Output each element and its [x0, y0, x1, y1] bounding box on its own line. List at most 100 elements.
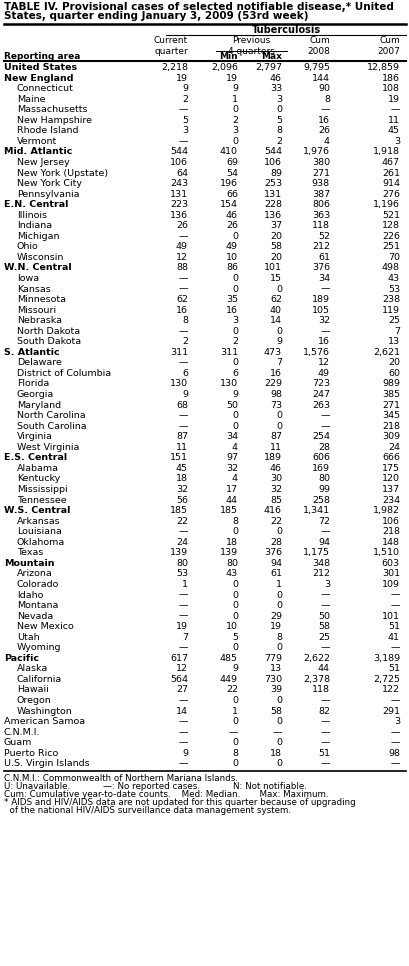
Text: 387: 387: [311, 189, 329, 199]
Text: 33: 33: [269, 84, 281, 93]
Text: 806: 806: [311, 200, 329, 210]
Text: 86: 86: [225, 264, 237, 272]
Text: 3: 3: [323, 580, 329, 589]
Text: 87: 87: [270, 432, 281, 441]
Text: 53: 53: [387, 285, 399, 294]
Text: 6: 6: [231, 369, 237, 378]
Text: 666: 666: [381, 453, 399, 463]
Text: 61: 61: [317, 253, 329, 262]
Text: 212: 212: [311, 569, 329, 579]
Text: 90: 90: [317, 84, 329, 93]
Text: —: —: [320, 590, 329, 600]
Text: Mid. Atlantic: Mid. Atlantic: [4, 148, 72, 156]
Text: Texas: Texas: [17, 549, 43, 557]
Text: 73: 73: [269, 401, 281, 410]
Text: 185: 185: [170, 506, 188, 515]
Text: 12,859: 12,859: [366, 63, 399, 72]
Text: 131: 131: [169, 189, 188, 199]
Text: 69: 69: [225, 158, 237, 167]
Text: Rhode Island: Rhode Island: [17, 127, 78, 135]
Text: 3,189: 3,189: [372, 654, 399, 663]
Text: C.N.M.I.: Commonwealth of Northern Mariana Islands.: C.N.M.I.: Commonwealth of Northern Maria…: [4, 774, 237, 782]
Text: —: —: [178, 527, 188, 536]
Text: 8: 8: [182, 316, 188, 326]
Text: 16: 16: [175, 305, 188, 315]
Text: 0: 0: [231, 422, 237, 431]
Text: 5: 5: [231, 633, 237, 641]
Text: 544: 544: [263, 148, 281, 156]
Text: 120: 120: [381, 474, 399, 483]
Text: Puerto Rico: Puerto Rico: [4, 749, 58, 757]
Text: 25: 25: [317, 633, 329, 641]
Text: 449: 449: [220, 675, 237, 684]
Text: Wisconsin: Wisconsin: [17, 253, 64, 262]
Text: 0: 0: [231, 105, 237, 114]
Text: 15: 15: [270, 274, 281, 283]
Text: 8: 8: [275, 127, 281, 135]
Text: 32: 32: [317, 316, 329, 326]
Text: 32: 32: [175, 485, 188, 494]
Text: —: —: [389, 738, 399, 747]
Text: 238: 238: [381, 295, 399, 304]
Text: 989: 989: [381, 380, 399, 388]
Text: —: —: [389, 105, 399, 114]
Text: 28: 28: [317, 442, 329, 452]
Text: 52: 52: [317, 232, 329, 241]
Text: 186: 186: [381, 73, 399, 82]
Text: District of Columbia: District of Columbia: [17, 369, 111, 378]
Text: Florida: Florida: [17, 380, 49, 388]
Text: 2,797: 2,797: [254, 63, 281, 72]
Text: 564: 564: [170, 675, 188, 684]
Text: 19: 19: [175, 622, 188, 631]
Text: New York (Upstate): New York (Upstate): [17, 168, 108, 178]
Text: Kentucky: Kentucky: [17, 474, 60, 483]
Text: 22: 22: [175, 517, 188, 526]
Text: 467: 467: [381, 158, 399, 167]
Text: * AIDS and HIV/AIDS data are not updated for this quarter because of upgrading: * AIDS and HIV/AIDS data are not updated…: [4, 798, 355, 807]
Text: Guam: Guam: [4, 738, 32, 747]
Text: South Carolina: South Carolina: [17, 422, 86, 431]
Text: American Samoa: American Samoa: [4, 717, 85, 726]
Text: 4: 4: [231, 474, 237, 483]
Text: 106: 106: [381, 517, 399, 526]
Text: 2: 2: [275, 137, 281, 146]
Text: U.S. Virgin Islands: U.S. Virgin Islands: [4, 759, 90, 768]
Text: Vermont: Vermont: [17, 137, 57, 146]
Text: 1,196: 1,196: [372, 200, 399, 210]
Text: 271: 271: [381, 401, 399, 410]
Text: 9: 9: [231, 390, 237, 399]
Text: New Hampshire: New Hampshire: [17, 116, 92, 125]
Text: 5: 5: [275, 116, 281, 125]
Text: 0: 0: [231, 137, 237, 146]
Text: 144: 144: [311, 73, 329, 82]
Text: 521: 521: [381, 211, 399, 219]
Text: 106: 106: [263, 158, 281, 167]
Text: —: —: [178, 696, 188, 705]
Text: Montana: Montana: [17, 601, 58, 611]
Text: 128: 128: [381, 221, 399, 230]
Text: 0: 0: [275, 105, 281, 114]
Text: 70: 70: [387, 253, 399, 262]
Text: 0: 0: [231, 590, 237, 600]
Text: Michigan: Michigan: [17, 232, 59, 241]
Text: 56: 56: [175, 496, 188, 504]
Text: 19: 19: [387, 95, 399, 103]
Text: 12: 12: [175, 253, 188, 262]
Text: Cum: Cumulative year-to-date counts.    Med: Median.       Max: Maximum.: Cum: Cumulative year-to-date counts. Med…: [4, 790, 328, 799]
Text: Alabama: Alabama: [17, 464, 59, 473]
Text: 18: 18: [270, 749, 281, 757]
Text: Cum
2008: Cum 2008: [306, 36, 329, 56]
Text: 11: 11: [175, 442, 188, 452]
Text: 253: 253: [263, 179, 281, 188]
Text: 20: 20: [270, 253, 281, 262]
Text: 2,621: 2,621: [372, 348, 399, 356]
Text: 2,622: 2,622: [302, 654, 329, 663]
Text: 39: 39: [269, 686, 281, 695]
Text: Max: Max: [261, 52, 281, 61]
Text: 44: 44: [317, 665, 329, 673]
Text: —: —: [320, 696, 329, 705]
Text: —: —: [178, 137, 188, 146]
Text: 24: 24: [387, 442, 399, 452]
Text: 0: 0: [275, 601, 281, 611]
Text: U: Unavailable.            —: No reported cases.            N: Not notifiable.: U: Unavailable. —: No reported cases. N:…: [4, 781, 306, 791]
